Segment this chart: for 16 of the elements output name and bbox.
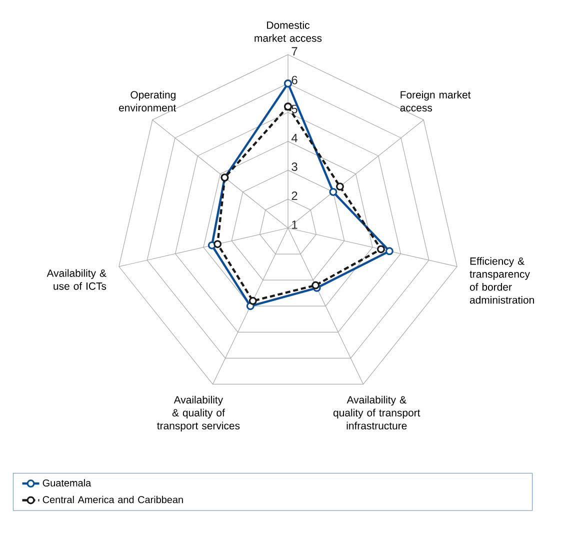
spoke-label: Availability & quality of transport services xyxy=(157,396,240,432)
spoke-label: Efficiency & transparency of border administration xyxy=(470,257,534,304)
y-tick-label: 2 xyxy=(292,192,298,200)
y-tick-label: 1 xyxy=(292,220,298,229)
spoke-label: Foreign market access xyxy=(400,90,471,112)
y-tick-label: 7 xyxy=(292,47,298,56)
legend-label: Central America and Caribbean xyxy=(42,496,183,504)
legend-label: Guatemala xyxy=(42,479,92,486)
spoke-label: Operating environment xyxy=(119,90,176,112)
y-tick-label: 6 xyxy=(292,76,298,84)
spoke-label: Availability & use of ICTs xyxy=(46,269,106,290)
y-tick-label: 5 xyxy=(292,104,298,114)
y-tick-label: 4 xyxy=(291,134,298,142)
spoke-label: Availability & quality of transport infrastructure xyxy=(333,396,420,430)
y-tick-label: 3 xyxy=(292,162,298,171)
spoke-label: Domestic market access xyxy=(254,21,322,42)
